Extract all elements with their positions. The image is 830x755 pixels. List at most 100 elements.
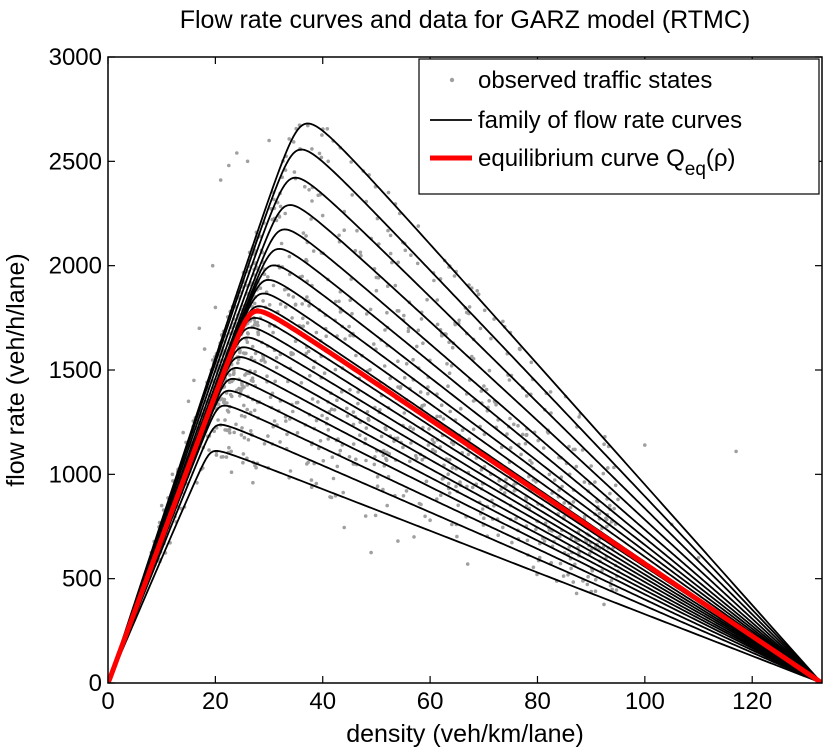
observed-point: [504, 477, 508, 482]
observed-point: [537, 555, 542, 560]
observed-point: [299, 381, 304, 385]
observed-point: [226, 410, 231, 414]
observed-point: [571, 447, 576, 452]
observed-point: [232, 368, 236, 373]
observed-point: [238, 394, 242, 398]
observed-point: [507, 378, 512, 382]
observed-point: [450, 522, 454, 527]
observed-point: [252, 408, 257, 413]
observed-point: [305, 462, 309, 466]
observed-point: [279, 241, 284, 246]
observed-point: [253, 351, 258, 356]
observed-point: [441, 417, 446, 421]
observed-point: [489, 336, 493, 341]
observed-point: [452, 274, 457, 278]
observed-point: [402, 411, 407, 415]
observed-point: [250, 344, 255, 349]
observed-point: [245, 407, 249, 412]
observed-point: [734, 449, 738, 454]
observed-point: [192, 378, 196, 383]
observed-point: [197, 326, 202, 331]
observed-point: [604, 516, 608, 521]
observed-point: [409, 441, 413, 445]
observed-point: [439, 403, 444, 408]
observed-point: [384, 427, 388, 432]
observed-point: [482, 384, 486, 388]
observed-point: [547, 472, 552, 477]
observed-point: [531, 565, 536, 570]
observed-point: [277, 215, 282, 219]
observed-point: [354, 353, 358, 358]
observed-point: [487, 368, 492, 373]
observed-point: [358, 433, 362, 438]
observed-point: [283, 211, 288, 216]
observed-point: [447, 340, 451, 345]
observed-point: [616, 497, 620, 502]
observed-point: [304, 351, 309, 356]
observed-point: [317, 151, 322, 156]
observed-point: [250, 376, 255, 381]
observed-point: [597, 511, 602, 516]
observed-point: [426, 391, 430, 396]
observed-point: [306, 349, 311, 354]
observed-point: [229, 449, 233, 454]
observed-point: [475, 289, 480, 293]
observed-point: [608, 503, 612, 508]
observed-point: [253, 320, 258, 325]
observed-point: [300, 302, 305, 306]
observed-point: [328, 495, 332, 499]
observed-point: [252, 301, 257, 306]
observed-point: [270, 217, 275, 222]
observed-point: [317, 446, 321, 451]
observed-point: [411, 427, 416, 431]
observed-point: [218, 178, 223, 182]
observed-point: [508, 446, 513, 450]
observed-point: [311, 365, 316, 370]
observed-point: [524, 433, 529, 438]
observed-point: [416, 224, 421, 228]
observed-point: [287, 272, 292, 277]
observed-point: [231, 372, 236, 377]
observed-point: [409, 253, 413, 257]
observed-point: [395, 436, 400, 441]
observed-point: [450, 345, 455, 350]
observed-point: [435, 497, 439, 501]
observed-point: [446, 384, 450, 389]
observed-point: [261, 299, 265, 303]
observed-point: [310, 397, 315, 401]
observed-point: [480, 507, 485, 511]
observed-point: [456, 503, 461, 508]
observed-point: [476, 292, 481, 297]
observed-point: [426, 443, 431, 447]
observed-point: [364, 426, 369, 430]
observed-point: [253, 463, 257, 468]
y-tick-label: 0: [89, 670, 102, 697]
observed-point: [207, 448, 211, 452]
observed-point: [228, 431, 232, 435]
legend-eq-prefix: equilibrium curve Q: [478, 145, 685, 172]
observed-point: [213, 305, 218, 310]
x-tick-label: 120: [732, 688, 772, 715]
observed-point: [435, 414, 439, 419]
observed-point: [432, 278, 436, 283]
observed-point: [396, 539, 400, 543]
observed-point: [499, 487, 503, 491]
observed-point: [414, 453, 418, 458]
observed-point: [368, 367, 372, 372]
observed-point: [393, 283, 398, 288]
observed-point: [335, 464, 340, 469]
flow-rate-curve: [108, 148, 822, 683]
observed-point: [303, 184, 307, 189]
observed-point: [256, 323, 260, 328]
ticks-layer: 0 20 40 60 80 100 120 0 500 1000 1500 2000 2500 3000: [49, 44, 822, 715]
flow-rate-curve: [108, 404, 822, 683]
x-tick-label: 80: [524, 688, 551, 715]
observed-point: [227, 163, 231, 168]
observed-point: [696, 556, 701, 560]
observed-point: [331, 476, 336, 481]
legend-label-equilibrium: equilibrium curve Qeq(ρ): [478, 145, 736, 180]
observed-point: [420, 457, 425, 462]
observed-point: [341, 490, 346, 495]
observed-point: [512, 422, 516, 427]
observed-point: [369, 550, 373, 555]
